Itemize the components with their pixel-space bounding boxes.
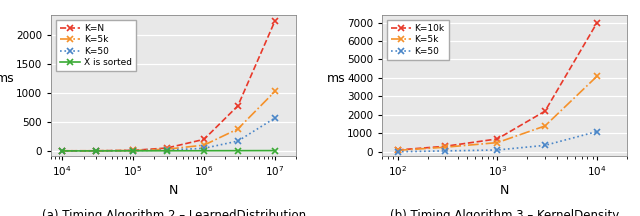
K=N: [271, 20, 279, 22]
X-axis label: N: N: [169, 184, 179, 197]
K=10k: [593, 21, 601, 24]
K=5k: [493, 141, 501, 144]
K=N: [92, 149, 100, 152]
K=5k: [200, 144, 208, 146]
K=50: [234, 140, 242, 142]
Line: K=50: K=50: [394, 128, 600, 155]
Text: (b) Timing Algorithm 3 – KernelDensity: (b) Timing Algorithm 3 – KernelDensity: [390, 209, 620, 216]
K=50: [200, 147, 208, 150]
K=5k: [58, 149, 66, 152]
K=N: [163, 147, 171, 149]
X is sorted: [58, 150, 66, 152]
Legend: K=10k, K=5k, K=50: K=10k, K=5k, K=50: [387, 20, 449, 60]
X-axis label: N: N: [500, 184, 509, 197]
Y-axis label: ms: ms: [326, 72, 345, 85]
K=5k: [394, 149, 401, 152]
K=5k: [92, 149, 100, 152]
K=10k: [493, 138, 501, 140]
K=50: [271, 117, 279, 119]
K=N: [58, 149, 66, 152]
K=10k: [442, 145, 449, 148]
K=50: [493, 149, 501, 151]
K=50: [129, 149, 137, 152]
X is sorted: [234, 149, 242, 152]
K=5k: [234, 128, 242, 130]
X is sorted: [163, 149, 171, 152]
K=50: [394, 150, 401, 153]
Line: K=N: K=N: [59, 18, 278, 154]
X is sorted: [271, 149, 279, 152]
X is sorted: [129, 149, 137, 152]
K=50: [442, 150, 449, 152]
K=5k: [129, 149, 137, 152]
Line: K=50: K=50: [59, 115, 278, 154]
K=5k: [442, 146, 449, 149]
Line: K=5k: K=5k: [59, 88, 278, 154]
Line: K=5k: K=5k: [394, 73, 600, 154]
K=50: [92, 149, 100, 152]
K=50: [163, 149, 171, 151]
K=5k: [271, 90, 279, 93]
Line: X is sorted: X is sorted: [59, 148, 278, 154]
K=50: [541, 144, 549, 147]
K=5k: [593, 75, 601, 77]
K=5k: [163, 148, 171, 151]
K=50: [593, 130, 601, 133]
K=10k: [394, 149, 401, 151]
X is sorted: [200, 149, 208, 152]
K=5k: [541, 125, 549, 127]
K=10k: [541, 110, 549, 113]
K=N: [200, 138, 208, 141]
K=N: [234, 105, 242, 107]
K=50: [58, 149, 66, 152]
Line: K=10k: K=10k: [394, 19, 600, 153]
X is sorted: [92, 150, 100, 152]
Text: (a) Timing Algorithm 2 – LearnedDistribution: (a) Timing Algorithm 2 – LearnedDistribu…: [42, 209, 306, 216]
K=N: [129, 149, 137, 152]
Y-axis label: ms: ms: [0, 72, 14, 85]
Legend: K=N, K=5k, K=50, X is sorted: K=N, K=5k, K=50, X is sorted: [56, 20, 136, 71]
